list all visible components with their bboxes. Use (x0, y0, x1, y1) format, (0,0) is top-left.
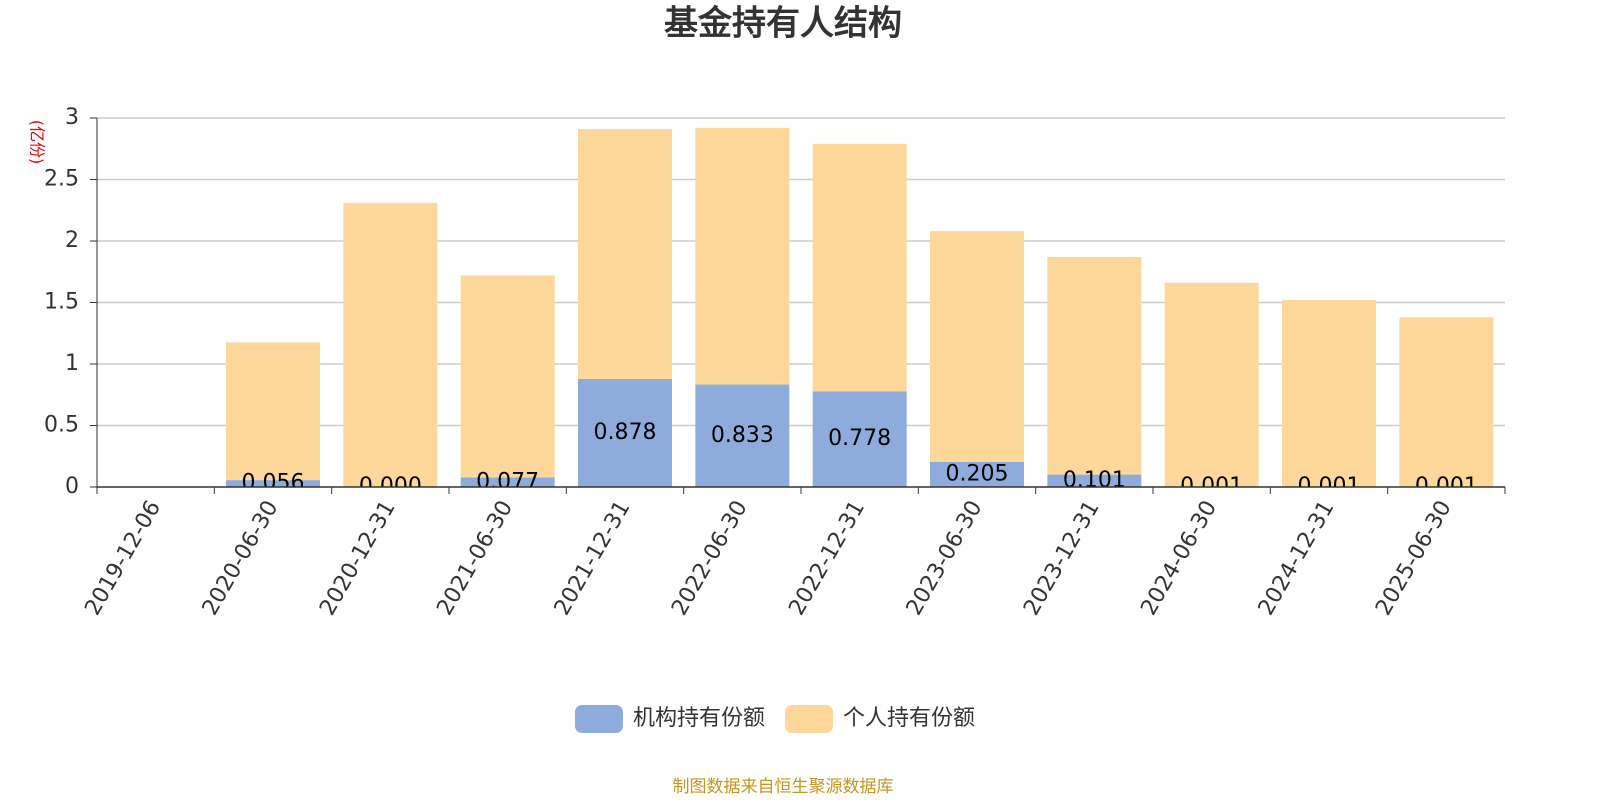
data-label: 0.056 (242, 471, 305, 496)
bar (226, 342, 320, 480)
legend-label[interactable]: 个人持有份额 (843, 706, 975, 731)
x-tick-label: 2023-12-31 (1019, 497, 1105, 620)
x-tick-label: 2019-12-06 (80, 497, 166, 620)
data-label: 0.205 (946, 461, 1009, 486)
legend: 机构持有份额 个人持有份额 (575, 705, 975, 733)
legend-swatch[interactable] (785, 705, 833, 733)
legend-label[interactable]: 机构持有份额 (633, 706, 765, 731)
x-tick-label: 2021-06-30 (432, 497, 518, 620)
chart-title: 基金持有人结构 (664, 4, 902, 44)
bar (343, 203, 437, 487)
data-label: 0.077 (476, 469, 539, 494)
data-label: 0.778 (828, 426, 891, 451)
x-tick-label: 2020-06-30 (198, 497, 284, 620)
bar (1047, 257, 1141, 475)
y-tick-label: 0.5 (44, 413, 79, 438)
bar (578, 129, 672, 379)
y-unit: (亿份) (28, 120, 47, 165)
x-tick-label: 2025-06-30 (1371, 497, 1457, 620)
bar (1165, 283, 1259, 487)
bar (461, 275, 555, 477)
y-tick-label: 3 (65, 105, 79, 130)
x-tick-label: 2022-06-30 (667, 497, 753, 620)
x-tick-label: 2020-12-31 (315, 497, 401, 620)
x-tick-label: 2024-06-30 (1136, 497, 1222, 620)
y-tick-label: 2.5 (44, 167, 79, 192)
y-tick-label: 1.5 (44, 290, 79, 315)
data-label: 0.833 (711, 423, 774, 448)
bar (1399, 317, 1493, 487)
legend-swatch[interactable] (575, 705, 623, 733)
data-label: 0.101 (1063, 468, 1126, 493)
data-label: 0.878 (594, 420, 657, 445)
bar (1282, 300, 1376, 487)
bar (813, 144, 907, 391)
x-tick-label: 2023-06-30 (902, 497, 988, 620)
y-tick-label: 2 (65, 228, 79, 253)
source-note: 制图数据来自恒生聚源数据库 (673, 777, 894, 797)
x-tick-label: 2022-12-31 (784, 497, 870, 620)
x-tick-label: 2024-12-31 (1254, 497, 1340, 620)
bar (930, 231, 1024, 462)
y-tick-label: 0 (65, 474, 79, 499)
y-tick-label: 1 (65, 351, 79, 376)
x-tick-label: 2021-12-31 (550, 497, 636, 620)
bar (695, 128, 789, 385)
